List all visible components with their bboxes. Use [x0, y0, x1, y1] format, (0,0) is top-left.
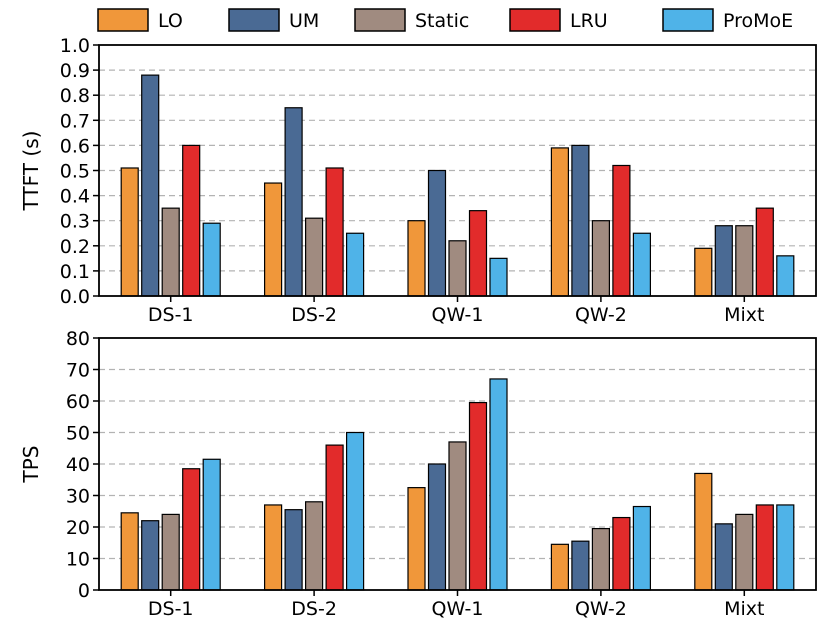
bar-lo-ds-1 — [120, 512, 139, 591]
bar-static-mixt — [735, 513, 754, 591]
x-tick-label: QW-1 — [432, 598, 484, 620]
bar-lo-mixt — [694, 472, 713, 591]
y-axis-title: TTFT (s) — [19, 131, 43, 212]
bar-lo-qw-1 — [407, 487, 426, 591]
y-tick-label: 50 — [66, 423, 90, 445]
legend-label-promoe: ProMoE — [723, 10, 793, 32]
y-tick-label: 0.8 — [60, 85, 90, 107]
bar-um-ds-2 — [284, 107, 303, 297]
legend-swatch-static — [354, 8, 406, 32]
bar-promoe-ds-2 — [346, 232, 365, 297]
x-tick-label: Mixt — [724, 304, 764, 326]
bar-promoe-qw-2 — [632, 232, 652, 297]
bar-lru-ds-2 — [325, 444, 344, 591]
bar-static-ds-1 — [161, 207, 180, 297]
bar-static-ds-1 — [161, 513, 180, 591]
bar-um-qw-2 — [571, 144, 590, 297]
x-tick-label: QW-2 — [575, 598, 627, 620]
bar-lo-qw-1 — [407, 220, 426, 297]
legend-label-lo: LO — [158, 10, 183, 32]
x-tick-label: QW-1 — [432, 304, 484, 326]
x-tick-label: QW-2 — [575, 304, 627, 326]
y-tick-label: 0 — [78, 580, 90, 602]
bar-lru-qw-1 — [468, 401, 488, 591]
bar-lru-qw-2 — [612, 164, 631, 297]
legend-swatch-lo — [97, 8, 149, 32]
x-tick-label: DS-2 — [291, 598, 337, 620]
bar-lo-ds-1 — [120, 167, 139, 297]
y-tick-label: 10 — [66, 549, 90, 571]
y-tick-label: 0.0 — [60, 286, 90, 308]
y-tick-label: 0.4 — [60, 186, 90, 208]
y-tick-label: 0.6 — [60, 135, 90, 157]
bar-promoe-ds-2 — [346, 431, 365, 591]
bar-promoe-mixt — [776, 255, 795, 297]
bar-promoe-qw-2 — [632, 505, 652, 591]
y-tick-label: 0.7 — [60, 110, 90, 132]
bar-um-ds-2 — [284, 509, 303, 591]
bar-lru-mixt — [755, 504, 774, 591]
x-tick-label: DS-2 — [291, 304, 337, 326]
bar-static-qw-1 — [448, 441, 467, 591]
bar-static-ds-2 — [305, 217, 324, 297]
bar-lo-ds-2 — [264, 504, 283, 591]
bar-um-mixt — [714, 225, 733, 297]
y-tick-label: 1.0 — [60, 35, 90, 57]
legend-label-static: Static — [415, 10, 469, 32]
bar-lo-mixt — [694, 247, 713, 297]
y-tick-label: 0.3 — [60, 211, 90, 233]
y-tick-label: 30 — [66, 486, 90, 508]
y-tick-label: 0.9 — [60, 60, 90, 82]
y-tick-label: 70 — [66, 360, 90, 382]
bar-lru-qw-1 — [468, 210, 488, 297]
bar-lru-ds-2 — [325, 167, 344, 297]
bar-static-qw-2 — [591, 527, 611, 591]
bar-um-mixt — [714, 523, 733, 591]
bar-lo-ds-2 — [264, 182, 283, 297]
bar-promoe-ds-1 — [202, 222, 221, 297]
x-tick-label: DS-1 — [148, 304, 194, 326]
bar-static-qw-1 — [448, 240, 467, 297]
bar-static-ds-2 — [305, 501, 324, 591]
y-tick-label: 0.1 — [60, 261, 90, 283]
bar-um-ds-1 — [141, 74, 160, 297]
bar-lru-mixt — [755, 207, 774, 297]
bar-lru-ds-1 — [182, 144, 201, 297]
bar-lo-qw-2 — [550, 147, 570, 297]
x-tick-label: DS-1 — [148, 598, 194, 620]
y-tick-label: 0.2 — [60, 236, 90, 258]
plot-frame — [98, 337, 817, 591]
y-axis-title: TPS — [19, 446, 43, 484]
legend-swatch-promoe — [662, 8, 714, 32]
bar-um-ds-1 — [141, 520, 160, 591]
legend-swatch-lru — [509, 8, 561, 32]
bar-um-qw-1 — [427, 169, 447, 297]
legend: LO UM Static LRU ProMoE — [97, 8, 793, 32]
bar-lru-qw-2 — [612, 516, 631, 591]
bar-um-qw-2 — [571, 540, 590, 591]
bar-lo-qw-2 — [550, 543, 570, 591]
y-tick-label: 80 — [66, 328, 90, 350]
legend-label-lru: LRU — [570, 10, 608, 32]
y-tick-label: 20 — [66, 517, 90, 539]
bar-lru-ds-1 — [182, 468, 201, 591]
bar-static-mixt — [735, 225, 754, 297]
plot-frame — [98, 44, 817, 297]
bar-static-qw-2 — [591, 220, 611, 297]
bar-promoe-ds-1 — [202, 458, 221, 591]
legend-swatch-um — [228, 8, 280, 32]
legend-label-um: UM — [289, 10, 319, 32]
y-tick-label: 60 — [66, 391, 90, 413]
ttft-chart: 0.0 0.1 0.2 0.3 0.4 0.5 0.6 0.7 0.8 0.9 1.0 DS-1 DS-… — [19, 35, 817, 326]
bar-promoe-qw-1 — [489, 257, 508, 297]
bar-promoe-qw-1 — [489, 378, 508, 591]
bar-um-qw-1 — [427, 463, 447, 591]
bar-promoe-mixt — [776, 504, 795, 591]
tps-chart: 0 10 20 30 40 50 60 70 80 DS-1 DS-2 QW-1 QW-2 Mixt TPS — [19, 328, 817, 620]
x-tick-label: Mixt — [724, 598, 764, 620]
y-tick-label: 40 — [66, 454, 90, 476]
y-tick-label: 0.5 — [60, 161, 90, 183]
